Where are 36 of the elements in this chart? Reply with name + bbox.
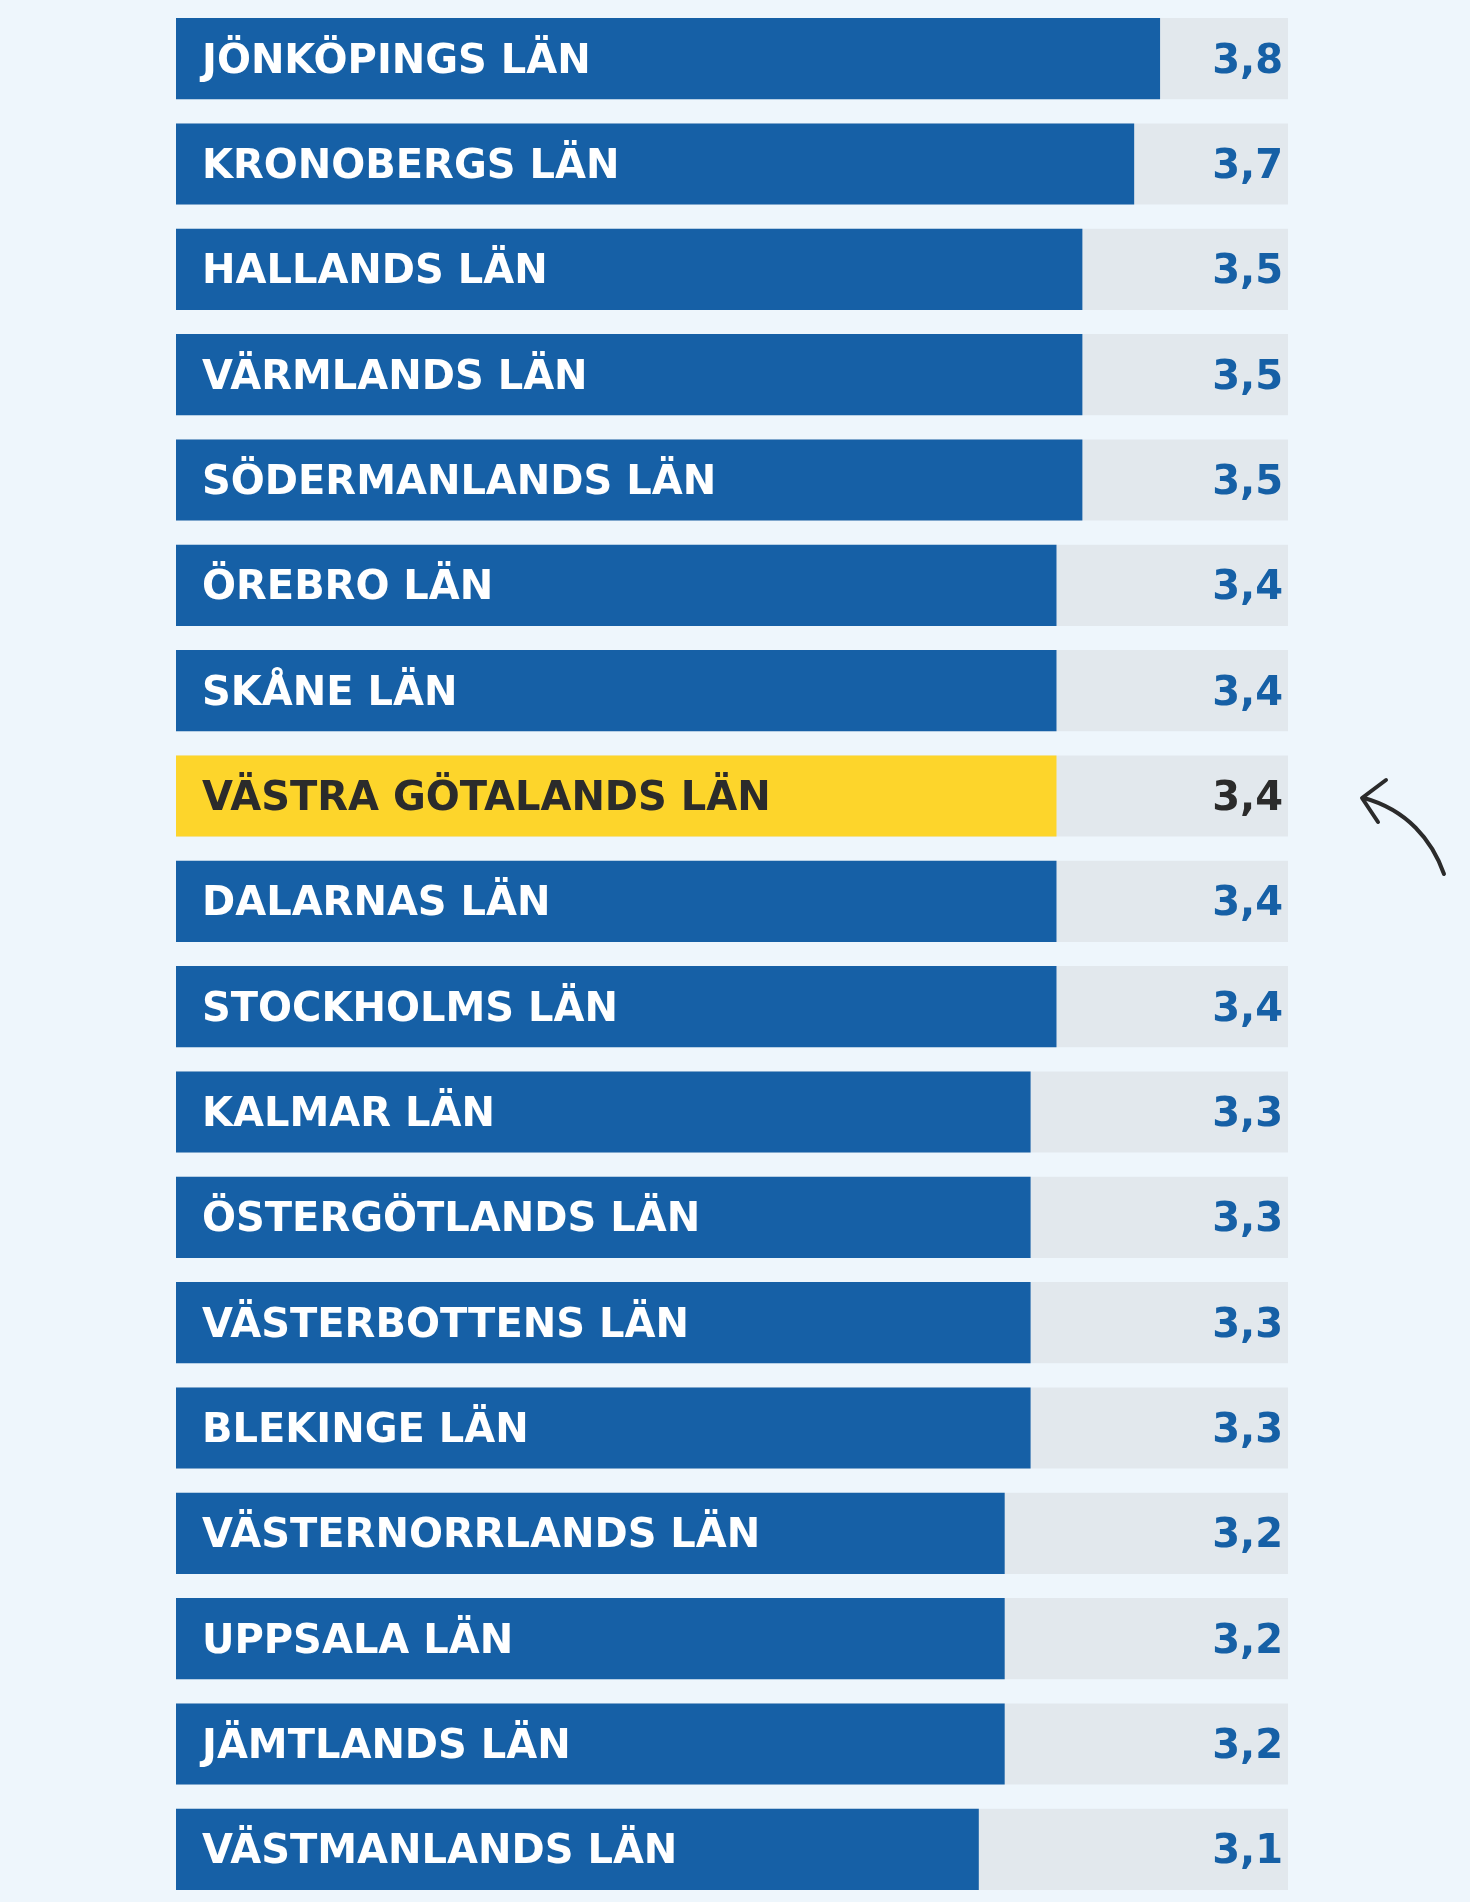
y-tick-label: DALARNAS LÄN xyxy=(202,877,551,925)
y-tick-label: VÄRMLANDS LÄN xyxy=(202,350,588,398)
data-label: 3,2 xyxy=(1212,1510,1283,1557)
y-tick-label: KALMAR LÄN xyxy=(202,1088,495,1135)
data-label: 3,2 xyxy=(1212,1721,1283,1767)
data-label: 3,4 xyxy=(1212,878,1283,925)
y-tick-label: VÄSTERNORRLANDS LÄN xyxy=(202,1509,761,1557)
data-label: 3,4 xyxy=(1212,983,1283,1030)
y-tick-label: UPPSALA LÄN xyxy=(202,1614,514,1662)
data-label: 3,8 xyxy=(1212,35,1283,82)
y-tick-label: SKÅNE LÄN xyxy=(202,665,458,714)
y-tick-label: JÄMTLANDS LÄN xyxy=(199,1720,571,1767)
data-label: 3,3 xyxy=(1212,1089,1283,1135)
data-label: 3,4 xyxy=(1212,773,1283,819)
y-tick-label: HALLANDS LÄN xyxy=(202,245,548,293)
data-label: 3,5 xyxy=(1212,351,1283,398)
y-tick-label: VÄSTMANLANDS LÄN xyxy=(202,1825,678,1873)
data-label: 3,3 xyxy=(1212,1299,1283,1346)
y-tick-label: STOCKHOLMS LÄN xyxy=(202,982,618,1030)
data-label: 3,4 xyxy=(1212,667,1283,714)
y-tick-label: ÖREBRO LÄN xyxy=(202,561,494,609)
data-label: 3,3 xyxy=(1212,1194,1283,1241)
y-tick-label: VÄSTERBOTTENS LÄN xyxy=(202,1298,689,1346)
data-label: 3,5 xyxy=(1212,246,1283,293)
y-tick-label: BLEKINGE LÄN xyxy=(202,1404,529,1451)
data-label: 3,4 xyxy=(1212,562,1283,609)
data-label: 3,7 xyxy=(1212,141,1283,187)
y-tick-label: SÖDERMANLANDS LÄN xyxy=(202,456,717,503)
y-tick-label: ÖSTERGÖTLANDS LÄN xyxy=(202,1193,701,1241)
y-tick-label: JÖNKÖPINGS LÄN xyxy=(199,34,591,82)
y-tick-label: VÄSTRA GÖTALANDS LÄN xyxy=(202,772,771,819)
data-label: 3,2 xyxy=(1212,1615,1283,1662)
y-tick-label: KRONOBERGS LÄN xyxy=(202,140,620,187)
data-label: 3,1 xyxy=(1212,1826,1283,1873)
data-label: 3,3 xyxy=(1212,1405,1283,1451)
data-label: 3,5 xyxy=(1212,457,1283,503)
